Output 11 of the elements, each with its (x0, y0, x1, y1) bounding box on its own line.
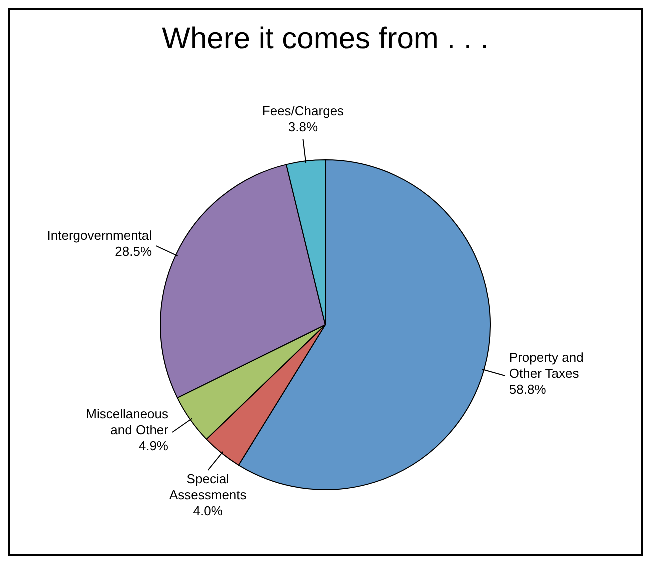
data-label: 58.8% (509, 382, 547, 398)
data-label: 4.9% (138, 438, 169, 454)
slice-label: Special Assessments (169, 472, 248, 503)
slice-label: Miscellaneous and Other (86, 406, 170, 438)
data-label: 4.0% (193, 504, 224, 519)
data-label: 28.5% (115, 244, 152, 259)
slice-label: Fees/Charges (262, 103, 345, 118)
slice-label: Intergovernmental (47, 228, 152, 243)
data-label: 3.8% (288, 119, 318, 134)
chart-title: Where it comes from . . . (162, 22, 489, 56)
slice-label: Property and Other Taxes (509, 350, 584, 382)
